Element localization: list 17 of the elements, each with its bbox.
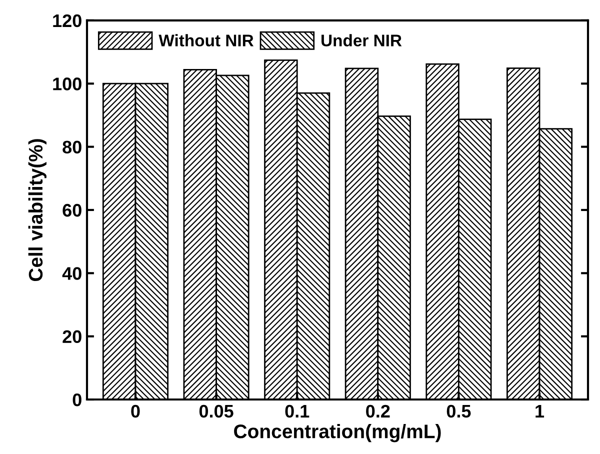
legend-label: Without NIR: [158, 34, 254, 46]
y-tick-label: 0: [72, 393, 82, 406]
y-tick-label: 60: [62, 204, 82, 217]
y-tick-label: 80: [62, 140, 82, 154]
y-tick-label: 40: [62, 267, 82, 280]
x-axis-title: Concentration(mg/mL): [234, 424, 441, 442]
x-tick-label: 0.05: [199, 404, 234, 418]
legend-label: Under NIR: [322, 34, 402, 46]
y-tick-label: 100: [53, 78, 82, 90]
y-axis-title: Cell viability(%): [28, 139, 46, 282]
x-tick-label: 0.5: [446, 404, 471, 418]
x-tick-label: 0: [131, 404, 140, 418]
x-tick-label: 0.2: [366, 404, 390, 418]
x-tick-label: 1: [536, 405, 544, 418]
y-tick-label: 20: [62, 330, 82, 344]
y-tick-label: 120: [53, 14, 82, 28]
x-tick-label: 0.1: [285, 404, 310, 418]
